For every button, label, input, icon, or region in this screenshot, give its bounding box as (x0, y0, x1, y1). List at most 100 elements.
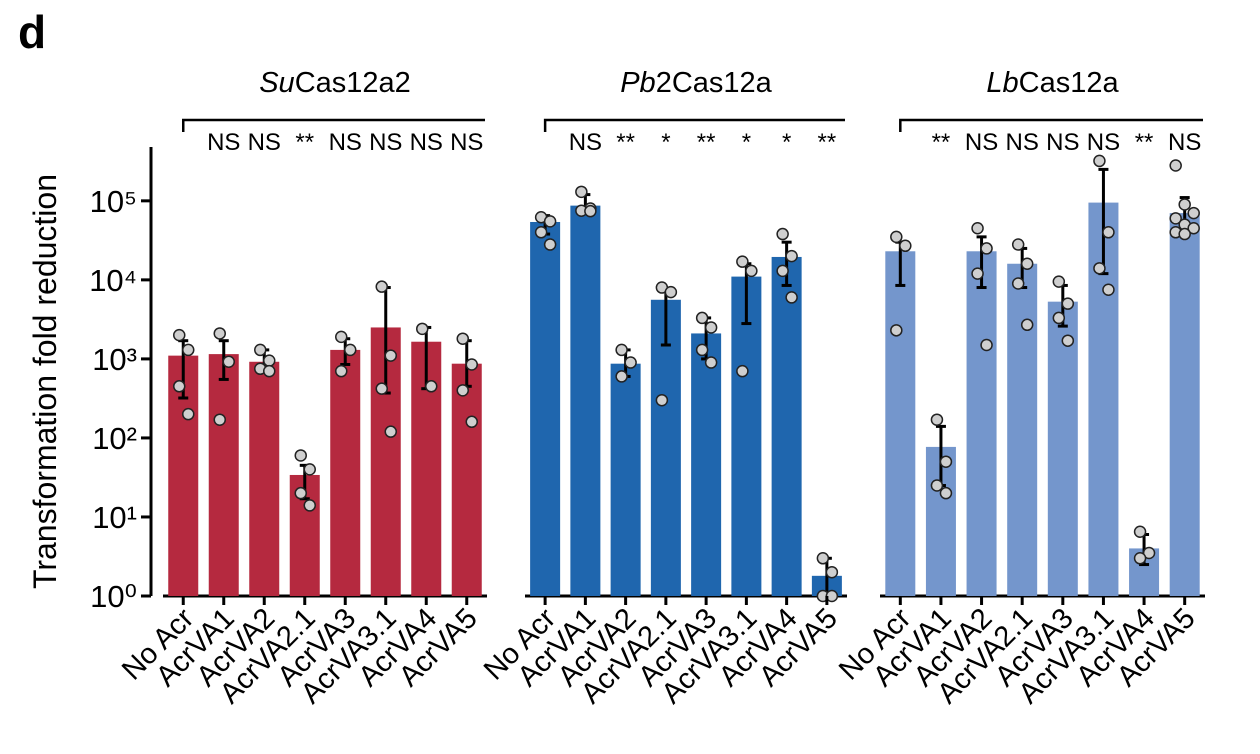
data-point (785, 291, 798, 304)
data-point (456, 332, 469, 345)
data-point (624, 356, 637, 369)
data-point (222, 355, 235, 369)
data-point (294, 449, 307, 462)
y-tick-label: 10³ (92, 342, 137, 377)
data-point (213, 327, 226, 340)
data-point (173, 380, 186, 393)
data-point (1011, 238, 1025, 251)
significance-label: NS (1087, 129, 1120, 156)
data-point (1061, 334, 1075, 347)
data-point (213, 413, 226, 426)
data-point (664, 285, 678, 299)
data-point (1102, 226, 1115, 239)
y-tick-label: 10⁴ (89, 263, 137, 298)
data-point (704, 321, 718, 334)
title-rest: Cas12a2 (295, 67, 411, 99)
data-point (776, 227, 789, 241)
y-tick-label: 10⁵ (90, 184, 137, 219)
data-point (971, 221, 984, 235)
data-point (1187, 221, 1200, 235)
data-point (785, 249, 798, 263)
data-point (736, 255, 749, 268)
y-tick-label: 10⁰ (90, 579, 137, 614)
significance-label: ** (818, 129, 837, 156)
data-point (335, 330, 348, 344)
significance-label: ** (1135, 129, 1154, 156)
data-point (263, 354, 276, 367)
data-point (254, 343, 267, 357)
data-point (1020, 257, 1034, 270)
data-point (303, 463, 316, 476)
data-point (930, 479, 944, 492)
significance-label: ** (932, 129, 951, 156)
data-point (1052, 311, 1066, 325)
significance-label: * (661, 129, 670, 156)
data-point (930, 413, 944, 426)
data-point (173, 328, 186, 342)
bar (650, 299, 681, 596)
bar (570, 205, 601, 596)
significance-label: * (782, 129, 791, 156)
data-point (416, 322, 429, 336)
data-point (425, 380, 438, 393)
data-point (1093, 154, 1106, 168)
significance-label: NS (207, 129, 240, 156)
significance-label: NS (1046, 129, 1079, 156)
y-axis-label: Transformation fold reduction (27, 174, 63, 589)
bar (208, 354, 239, 596)
data-point (890, 230, 903, 244)
significance-label: NS (450, 129, 483, 156)
data-point (736, 364, 749, 378)
data-point (890, 324, 903, 337)
bar (1169, 213, 1200, 596)
comparison-bracket (182, 118, 485, 132)
significance-label: NS (329, 129, 362, 156)
data-point (1133, 552, 1147, 565)
data-point (1061, 297, 1075, 310)
data-point (939, 486, 953, 500)
data-point (575, 185, 588, 199)
data-point (825, 565, 839, 579)
bar (691, 333, 722, 596)
data-point (344, 343, 357, 357)
data-point (704, 356, 718, 369)
bar (451, 363, 482, 596)
significance-label: NS (569, 129, 602, 156)
significance-label: NS (410, 129, 443, 156)
data-point (263, 364, 276, 378)
significance-label: NS (1006, 129, 1039, 156)
bar (530, 221, 561, 597)
bar (249, 361, 280, 596)
data-point (294, 486, 307, 500)
data-point (1052, 275, 1066, 288)
title-italic: Pb (620, 67, 655, 99)
data-point (384, 349, 397, 362)
panel-title: SuCas12a2 (259, 67, 411, 99)
data-point (695, 311, 709, 325)
data-point (980, 338, 993, 352)
data-point (615, 343, 628, 357)
title-rest: Cas12a (1019, 67, 1120, 99)
bar (885, 251, 916, 596)
data-point (543, 238, 557, 251)
data-point (456, 384, 469, 397)
data-point (1169, 212, 1182, 225)
comparison-bracket (899, 118, 1203, 132)
comparison-bracket (543, 118, 845, 132)
data-point (465, 415, 478, 429)
data-point (899, 239, 912, 253)
data-point (465, 358, 478, 371)
data-point (303, 499, 316, 512)
significance-label: ** (616, 129, 635, 156)
data-point (534, 226, 548, 239)
bar (1007, 263, 1038, 596)
significance-label: ** (697, 129, 716, 156)
data-point (182, 343, 195, 357)
data-point (384, 425, 397, 438)
y-tick-label: 10² (92, 421, 137, 456)
data-point (745, 264, 758, 278)
data-point (1187, 206, 1200, 220)
significance-label: NS (248, 129, 281, 156)
data-point (1169, 159, 1182, 172)
significance-label: NS (1168, 129, 1201, 156)
